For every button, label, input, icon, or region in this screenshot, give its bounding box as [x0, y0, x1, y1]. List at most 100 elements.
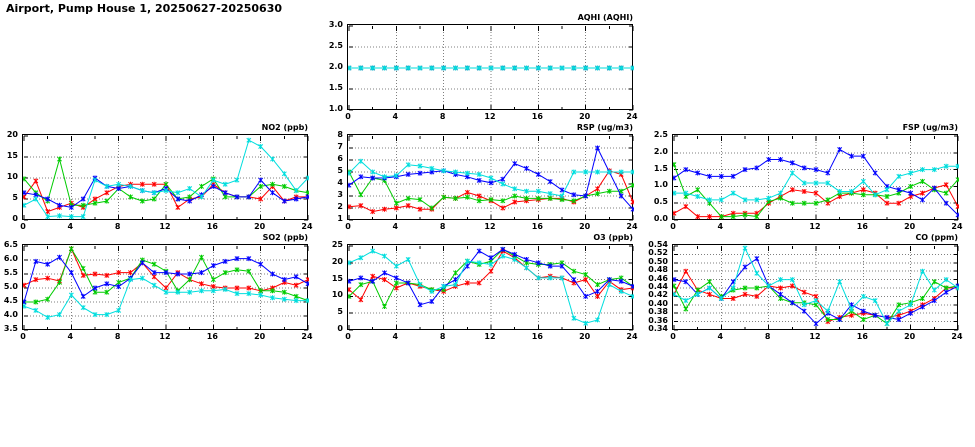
xtick-label-so2-5: 20 — [254, 332, 266, 341]
plot-area-rsp — [347, 134, 634, 221]
ytick-label-o3-1: 5 — [337, 307, 343, 317]
page-title: Airport, Pump House 1, 20250627-20250630 — [6, 2, 283, 15]
xtick-label-co-6: 24 — [951, 332, 963, 341]
ytick-label-rsp-6: 7 — [337, 142, 343, 151]
ytick-label-so2-4: 5.5 — [3, 268, 18, 277]
ytick-label-co-6: 0.46 — [648, 273, 668, 283]
ytick-label-fsp-2: 1.0 — [653, 180, 668, 190]
xtick-label-no2-2: 8 — [114, 222, 121, 231]
xtick-label-so2-1: 4 — [67, 332, 74, 341]
ytick-label-aqhi-1: 1.5 — [328, 83, 343, 92]
ytick-label-aqhi-0: 1.0 — [328, 104, 343, 113]
series-so2-day4 — [23, 275, 309, 320]
plot-area-co — [672, 244, 959, 331]
chart-title-o3: O3 (ppb) — [593, 233, 633, 242]
plot-svg-fsp — [673, 135, 959, 221]
xtick-label-aqhi-6: 24 — [626, 112, 638, 121]
xtick-label-co-4: 16 — [856, 332, 868, 341]
plot-area-aqhi — [347, 24, 634, 111]
ytick-label-co-5: 0.44 — [648, 282, 668, 291]
chart-title-aqhi: AQHI (AQHI) — [577, 13, 633, 22]
ytick-label-no2-4: 20 — [6, 130, 18, 139]
ytick-label-rsp-0: 1 — [337, 214, 343, 223]
xtick-label-so2-4: 16 — [206, 332, 218, 341]
ytick-label-no2-2: 10 — [6, 172, 18, 181]
xtick-label-o3-4: 16 — [531, 332, 543, 341]
xtick-label-aqhi-1: 4 — [392, 112, 399, 121]
tickmarks-rsp — [348, 135, 634, 221]
ytick-label-fsp-1: 0.5 — [653, 197, 668, 207]
ytick-label-so2-6: 6.5 — [3, 240, 18, 249]
ytick-label-rsp-7: 8 — [337, 130, 343, 139]
xtick-label-so2-6: 24 — [301, 332, 313, 341]
ytick-label-co-7: 0.48 — [648, 265, 668, 275]
ytick-label-so2-5: 6.0 — [3, 254, 18, 263]
xtick-label-rsp-6: 24 — [626, 222, 638, 231]
ytick-label-rsp-3: 4 — [337, 178, 343, 187]
tickmarks-o3 — [348, 245, 634, 331]
gridlines-no2 — [24, 136, 308, 220]
xtick-label-no2-3: 12 — [159, 222, 171, 231]
xtick-label-o3-1: 4 — [392, 332, 399, 341]
series-o3-day3 — [348, 246, 634, 308]
plot-svg-co — [673, 245, 959, 331]
plot-svg-rsp — [348, 135, 634, 221]
ytick-label-so2-2: 4.5 — [3, 296, 18, 305]
xtick-label-rsp-5: 20 — [579, 222, 591, 231]
ytick-label-no2-3: 15 — [6, 151, 18, 160]
ytick-label-fsp-0: 0.0 — [653, 214, 668, 223]
ytick-label-no2-1: 5 — [12, 193, 18, 202]
chart-title-fsp: FSP (ug/m3) — [902, 123, 958, 132]
ytick-label-rsp-5: 6 — [337, 154, 343, 163]
plot-area-fsp — [672, 134, 959, 221]
series-no2-day4 — [23, 137, 309, 220]
xtick-label-o3-2: 8 — [439, 332, 446, 341]
plot-area-o3 — [347, 244, 634, 331]
xtick-label-fsp-2: 8 — [764, 222, 771, 231]
ytick-label-so2-3: 5.0 — [3, 282, 18, 291]
xtick-label-o3-3: 12 — [484, 332, 496, 341]
xtick-label-rsp-1: 4 — [392, 222, 399, 231]
xtick-label-so2-3: 12 — [159, 332, 171, 341]
series-so2-day3 — [23, 254, 309, 305]
plot-svg-no2 — [23, 135, 309, 221]
chart-title-so2: SO2 (ppb) — [262, 233, 308, 242]
xtick-label-no2-5: 20 — [254, 222, 266, 231]
xtick-label-rsp-3: 12 — [484, 222, 496, 231]
xtick-label-o3-6: 24 — [626, 332, 638, 341]
xtick-label-co-1: 4 — [717, 332, 724, 341]
series-fsp-day4 — [673, 163, 959, 203]
xtick-label-fsp-3: 12 — [809, 222, 821, 231]
plot-svg-aqhi — [348, 25, 634, 111]
xtick-label-no2-0: 0 — [20, 222, 26, 231]
ytick-label-rsp-4: 5 — [337, 166, 343, 175]
ytick-label-co-10: 0.54 — [648, 240, 668, 249]
ytick-label-so2-1: 4.0 — [3, 310, 18, 319]
series-rsp-day4 — [348, 158, 634, 199]
chart-title-co: CO (ppm) — [915, 233, 958, 242]
ytick-label-co-8: 0.50 — [648, 256, 668, 266]
xtick-label-rsp-2: 8 — [439, 222, 446, 231]
xtick-label-aqhi-4: 16 — [531, 112, 543, 121]
ytick-label-fsp-3: 1.5 — [653, 163, 668, 173]
xtick-label-aqhi-0: 0 — [345, 112, 351, 121]
ytick-label-so2-0: 3.5 — [3, 324, 18, 333]
xtick-label-co-2: 8 — [764, 332, 771, 341]
ytick-label-co-9: 0.52 — [648, 248, 668, 258]
ytick-label-co-2: 0.38 — [648, 307, 668, 317]
series-aqhi-day4 — [348, 65, 634, 71]
xtick-label-fsp-1: 4 — [717, 222, 724, 231]
gridlines-fsp — [674, 136, 958, 220]
series-co-day4 — [673, 245, 959, 327]
ytick-label-no2-0: 0 — [12, 214, 18, 223]
ytick-label-fsp-4: 2.0 — [653, 146, 668, 156]
xtick-label-co-0: 0 — [670, 332, 676, 341]
ytick-label-rsp-2: 3 — [337, 190, 343, 199]
gridlines-co — [674, 246, 958, 330]
xtick-label-o3-5: 20 — [579, 332, 591, 341]
xtick-label-fsp-0: 0 — [670, 222, 676, 231]
plot-svg-so2 — [23, 245, 309, 331]
series-o3-day4 — [348, 248, 634, 326]
xtick-label-no2-1: 4 — [67, 222, 74, 231]
ytick-label-aqhi-4: 3.0 — [328, 20, 343, 29]
